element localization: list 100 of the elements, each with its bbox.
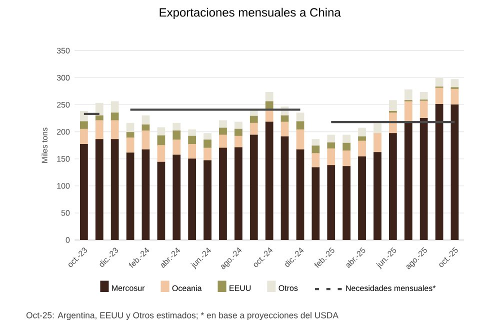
bar xyxy=(342,134,351,144)
bar xyxy=(374,133,382,153)
bar xyxy=(126,137,134,154)
bar xyxy=(126,152,134,240)
bar xyxy=(280,136,289,240)
chart-title: Exportaciones mensuales a China xyxy=(160,8,341,20)
bar xyxy=(296,121,304,130)
bar xyxy=(172,154,181,240)
bar xyxy=(358,140,366,157)
bar xyxy=(172,122,181,131)
bar xyxy=(172,140,181,156)
bar xyxy=(157,162,166,240)
bar xyxy=(142,124,150,131)
bar xyxy=(265,122,274,240)
bar xyxy=(250,134,258,240)
y-tick-label: 150 xyxy=(57,156,70,162)
bar xyxy=(188,129,196,136)
bar xyxy=(234,128,242,136)
bar xyxy=(374,123,382,134)
bar xyxy=(265,92,274,102)
text: Oct-25: Argentina, EEUU y Otros estimados; * en base a proyecciones del USDA xyxy=(26,312,338,320)
bar xyxy=(327,142,336,149)
bar xyxy=(204,160,212,240)
legend-label: Oceania xyxy=(172,285,202,292)
y-tick-label: 50 xyxy=(61,210,70,216)
bar xyxy=(172,130,181,140)
bar xyxy=(342,150,351,167)
bar xyxy=(358,128,366,137)
bar xyxy=(157,145,166,162)
bar xyxy=(404,101,412,123)
bar xyxy=(420,92,428,100)
bar xyxy=(358,156,366,240)
y-tick-label: 100 xyxy=(57,183,70,189)
bar xyxy=(450,88,459,106)
bar xyxy=(110,139,119,240)
legend-label: Necesidades mensuales* xyxy=(346,285,436,292)
bar xyxy=(342,166,351,240)
bar xyxy=(312,167,320,240)
bar xyxy=(204,148,212,161)
bar xyxy=(404,89,412,101)
bar xyxy=(388,100,397,112)
y-tick-label: 350 xyxy=(56,48,70,54)
bar xyxy=(435,104,444,240)
bar xyxy=(327,148,336,166)
y-axis-title: Miles tons xyxy=(42,128,48,163)
legend-label: Mercosur xyxy=(112,285,145,291)
bar xyxy=(110,120,119,140)
bar xyxy=(280,122,289,137)
bar xyxy=(142,115,150,126)
bar xyxy=(312,153,320,168)
bar xyxy=(219,134,227,148)
bar xyxy=(204,140,212,148)
bar xyxy=(296,112,304,122)
bar xyxy=(234,136,242,148)
bar xyxy=(342,142,351,152)
bar xyxy=(157,135,166,146)
bar xyxy=(95,139,104,240)
bar xyxy=(80,144,88,240)
bar xyxy=(435,78,444,88)
bar xyxy=(95,102,104,116)
bar xyxy=(312,146,320,154)
bar xyxy=(234,122,242,130)
y-tick-label: 250 xyxy=(57,102,70,108)
bar xyxy=(312,139,320,146)
bar xyxy=(327,134,336,143)
bar xyxy=(219,128,227,136)
bar xyxy=(80,121,88,130)
bar xyxy=(204,133,212,140)
bar xyxy=(95,120,104,140)
bar xyxy=(142,130,150,150)
bar xyxy=(110,112,119,121)
legend-label: Otros xyxy=(278,285,298,291)
bar xyxy=(157,127,166,136)
legend-label: EEUU xyxy=(230,285,251,291)
bar xyxy=(388,133,397,240)
bar xyxy=(219,148,227,240)
bar xyxy=(188,136,196,145)
bar xyxy=(327,165,336,240)
y-tick-label: 300 xyxy=(56,74,70,81)
bar xyxy=(188,144,196,160)
bar xyxy=(188,158,196,240)
bar xyxy=(234,147,242,240)
bar xyxy=(450,79,459,88)
bar xyxy=(420,118,428,240)
bar xyxy=(404,122,412,240)
bar xyxy=(420,100,428,119)
y-tick-label: 200 xyxy=(57,128,70,135)
bar xyxy=(142,149,150,240)
bar xyxy=(126,122,134,133)
bar xyxy=(296,149,304,240)
bar xyxy=(450,104,459,240)
bar xyxy=(435,88,444,104)
bar xyxy=(110,101,119,114)
bar xyxy=(80,128,88,145)
bar xyxy=(250,122,258,136)
bar xyxy=(250,116,258,124)
bar xyxy=(126,132,134,138)
bar xyxy=(374,152,382,240)
y-tick-label: 0 xyxy=(66,237,70,243)
bar xyxy=(219,120,227,128)
